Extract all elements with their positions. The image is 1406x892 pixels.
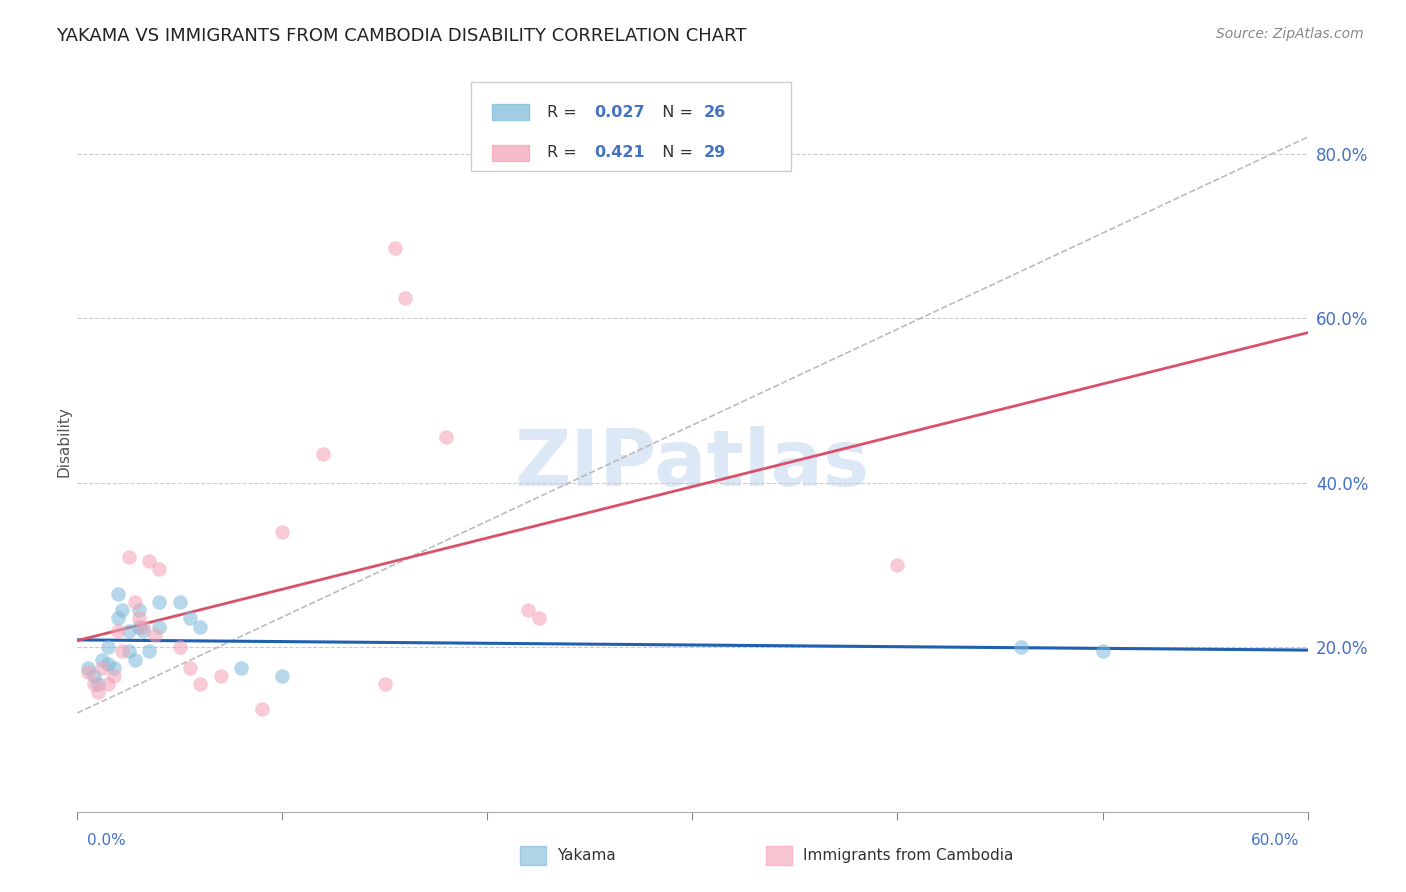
Point <box>90 661 114 675</box>
Point <box>148 562 170 576</box>
Point <box>250 702 273 716</box>
Point <box>188 619 212 633</box>
Text: Source: ZipAtlas.com: Source: ZipAtlas.com <box>1216 27 1364 41</box>
Text: ZIPatlas: ZIPatlas <box>515 425 870 502</box>
Point <box>169 640 191 655</box>
Text: N =: N = <box>652 145 697 161</box>
Point <box>1091 644 1114 658</box>
Point <box>107 611 129 625</box>
Point <box>103 661 125 675</box>
Point <box>271 669 294 683</box>
Point <box>117 624 139 638</box>
Text: R =: R = <box>547 104 582 120</box>
Point <box>83 677 105 691</box>
Point <box>209 669 232 683</box>
Point <box>87 685 110 699</box>
Point <box>527 611 550 625</box>
Point <box>138 554 160 568</box>
Point <box>231 661 253 675</box>
Point <box>188 677 212 691</box>
Point <box>886 558 908 572</box>
FancyBboxPatch shape <box>492 145 529 161</box>
Point <box>132 624 155 638</box>
Point <box>271 524 294 539</box>
Text: 0.421: 0.421 <box>595 145 645 161</box>
Point <box>76 665 98 679</box>
Point <box>90 652 114 666</box>
Point <box>128 619 150 633</box>
FancyBboxPatch shape <box>471 82 792 171</box>
Point <box>97 677 120 691</box>
Text: 0.027: 0.027 <box>595 104 645 120</box>
Text: 0.0%: 0.0% <box>87 833 127 847</box>
Point <box>128 603 150 617</box>
Point <box>97 657 120 671</box>
Point <box>107 587 129 601</box>
Text: 29: 29 <box>703 145 725 161</box>
Point <box>117 644 139 658</box>
Point <box>179 661 201 675</box>
Point <box>97 640 120 655</box>
Point <box>111 644 134 658</box>
Point <box>148 595 170 609</box>
Point <box>394 291 416 305</box>
Point <box>124 595 146 609</box>
Point <box>107 624 129 638</box>
Point <box>87 677 110 691</box>
Point <box>384 241 406 255</box>
Point <box>169 595 191 609</box>
Point <box>124 652 146 666</box>
Point <box>138 644 160 658</box>
Point <box>143 628 166 642</box>
Point <box>374 677 396 691</box>
Point <box>76 661 98 675</box>
Text: 60.0%: 60.0% <box>1251 833 1299 847</box>
Point <box>179 611 201 625</box>
Text: 26: 26 <box>703 104 725 120</box>
Point <box>436 430 458 444</box>
Point <box>1010 640 1032 655</box>
Y-axis label: Disability: Disability <box>56 406 72 477</box>
Point <box>111 603 134 617</box>
Point <box>128 611 150 625</box>
Point <box>117 549 139 564</box>
Text: N =: N = <box>652 104 697 120</box>
Point <box>517 603 540 617</box>
FancyBboxPatch shape <box>492 104 529 120</box>
Point <box>312 447 335 461</box>
Text: YAKAMA VS IMMIGRANTS FROM CAMBODIA DISABILITY CORRELATION CHART: YAKAMA VS IMMIGRANTS FROM CAMBODIA DISAB… <box>56 27 747 45</box>
Text: Yakama: Yakama <box>557 848 616 863</box>
Point <box>83 669 105 683</box>
Text: R =: R = <box>547 145 582 161</box>
Point <box>148 619 170 633</box>
Point <box>132 619 155 633</box>
Text: Immigrants from Cambodia: Immigrants from Cambodia <box>803 848 1014 863</box>
Point <box>103 669 125 683</box>
